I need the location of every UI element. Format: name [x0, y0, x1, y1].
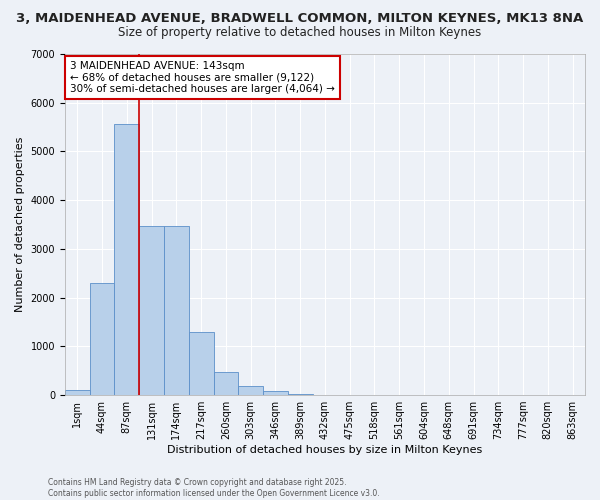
Text: 3, MAIDENHEAD AVENUE, BRADWELL COMMON, MILTON KEYNES, MK13 8NA: 3, MAIDENHEAD AVENUE, BRADWELL COMMON, M…	[16, 12, 584, 26]
Bar	[164, 226, 189, 395]
Bar	[238, 386, 263, 395]
Bar	[89, 283, 115, 395]
Y-axis label: Number of detached properties: Number of detached properties	[15, 137, 25, 312]
Text: Size of property relative to detached houses in Milton Keynes: Size of property relative to detached ho…	[118, 26, 482, 39]
Bar	[139, 226, 164, 395]
Bar	[263, 390, 288, 395]
Bar	[214, 372, 238, 395]
Text: Contains HM Land Registry data © Crown copyright and database right 2025.
Contai: Contains HM Land Registry data © Crown c…	[48, 478, 380, 498]
Bar	[288, 394, 313, 395]
Text: 3 MAIDENHEAD AVENUE: 143sqm
← 68% of detached houses are smaller (9,122)
30% of : 3 MAIDENHEAD AVENUE: 143sqm ← 68% of det…	[70, 61, 335, 94]
X-axis label: Distribution of detached houses by size in Milton Keynes: Distribution of detached houses by size …	[167, 445, 482, 455]
Bar	[65, 390, 89, 395]
Bar	[115, 124, 139, 395]
Bar	[189, 332, 214, 395]
